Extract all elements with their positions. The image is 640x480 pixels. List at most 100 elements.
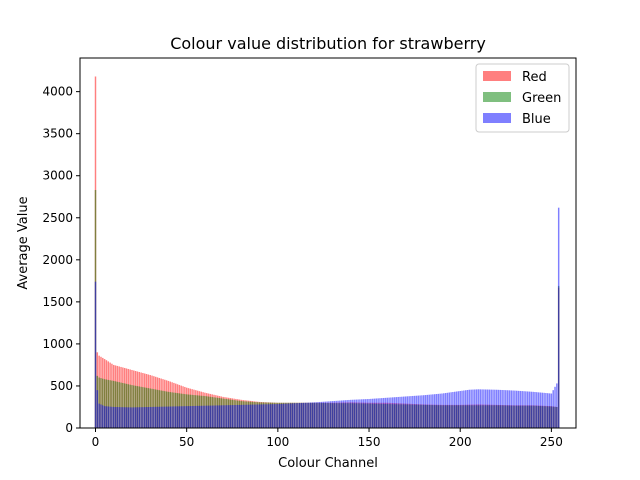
bar (503, 390, 505, 428)
bar (335, 400, 337, 428)
bar (144, 407, 146, 428)
x-tick-label: 100 (266, 435, 289, 449)
bar (102, 378, 104, 428)
bar (384, 397, 387, 428)
bar (169, 406, 171, 428)
bar (552, 390, 554, 428)
bar (481, 389, 483, 428)
bar (277, 404, 279, 428)
bar (111, 406, 113, 428)
bar (413, 395, 416, 428)
bar (499, 389, 502, 428)
bar (114, 407, 117, 428)
bar (123, 383, 126, 428)
y-tick-label: 1500 (42, 295, 73, 309)
bar (242, 404, 244, 428)
bar (497, 389, 500, 428)
bar (184, 406, 186, 428)
legend-swatch-blue (483, 113, 511, 123)
x-tick-label: 50 (179, 435, 194, 449)
bar (209, 405, 212, 428)
y-axis-ticks: 0 500 1000 1500 2000 2500 3000 3500 4000 (42, 85, 80, 435)
legend: Red Green Blue (475, 63, 570, 133)
bar (448, 392, 450, 428)
x-tick-label: 200 (449, 435, 472, 449)
bar (151, 406, 153, 428)
bar (444, 393, 447, 428)
bar (231, 405, 233, 428)
bar (526, 391, 529, 428)
bar (109, 380, 111, 428)
bar (113, 406, 115, 428)
bar (291, 403, 294, 428)
bar (113, 380, 115, 428)
bar (226, 405, 228, 428)
bar (439, 393, 441, 428)
bar (346, 400, 348, 428)
bar (459, 391, 461, 428)
bar (260, 404, 263, 428)
bar (430, 394, 432, 428)
bar (331, 401, 334, 428)
bar (129, 384, 131, 428)
x-axis-label: Colour Channel (278, 456, 378, 471)
bar (401, 396, 403, 428)
bar (475, 389, 478, 428)
legend-swatch-green (483, 92, 511, 102)
bar (167, 406, 170, 428)
bar (554, 386, 556, 428)
bar (253, 404, 255, 428)
bar (339, 400, 341, 428)
bar (237, 404, 239, 428)
bar (437, 393, 440, 428)
bar (342, 400, 345, 428)
bar (288, 403, 290, 428)
bar (94, 281, 97, 428)
bar (122, 407, 124, 428)
bar (324, 401, 326, 428)
bar (280, 403, 283, 428)
bar (557, 207, 560, 428)
bar (244, 404, 246, 428)
bar (229, 405, 232, 428)
bar (98, 403, 100, 428)
bar (320, 401, 323, 428)
bar (466, 389, 469, 428)
bar (264, 404, 266, 428)
bar (118, 382, 120, 428)
bar (122, 383, 124, 428)
bar (386, 397, 388, 428)
bar (399, 396, 401, 428)
bar (125, 407, 128, 428)
bar (297, 403, 299, 428)
bar (176, 406, 179, 428)
bar (328, 401, 330, 428)
legend-label-green: Green (522, 91, 561, 106)
bar (393, 397, 396, 428)
bar (293, 403, 295, 428)
bar (185, 406, 188, 428)
bar (182, 406, 184, 428)
bar (370, 398, 372, 428)
series-blue (94, 207, 560, 429)
bar (337, 400, 339, 428)
bar (455, 391, 458, 428)
bar (319, 401, 321, 428)
bar (286, 403, 288, 428)
bar (213, 405, 215, 428)
bar (488, 389, 491, 428)
bar (397, 396, 399, 428)
bar (322, 401, 325, 428)
bar (116, 407, 119, 428)
bar (133, 407, 135, 428)
bar (218, 405, 221, 428)
bar (472, 389, 474, 428)
bar (424, 395, 427, 428)
bar (257, 404, 259, 428)
bar (446, 392, 449, 428)
bar (107, 379, 109, 428)
bar (344, 400, 347, 428)
bar (134, 385, 137, 428)
bar (548, 393, 551, 428)
